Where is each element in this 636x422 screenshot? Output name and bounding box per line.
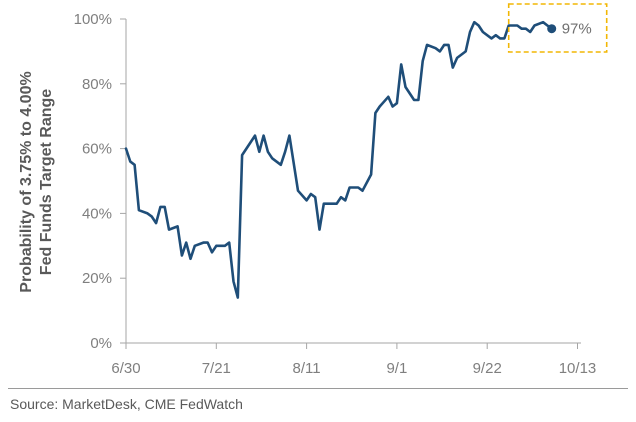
latest-value-dot bbox=[547, 24, 557, 34]
y-axis-title-line-1: Probability of 3.75% to 4.00% bbox=[18, 71, 35, 292]
y-tick-label: 100% bbox=[74, 11, 112, 28]
x-tick-label: 7/21 bbox=[202, 360, 231, 377]
x-tick-label: 8/11 bbox=[293, 360, 321, 377]
x-tick-label: 9/22 bbox=[473, 360, 502, 377]
y-tick-label: 60% bbox=[82, 141, 112, 158]
probability-series-line bbox=[124, 20, 553, 299]
y-tick-label: 40% bbox=[82, 205, 112, 222]
x-tick-label: 10/13 bbox=[559, 360, 597, 377]
x-tick-label: 9/1 bbox=[386, 360, 407, 377]
y-tick-label: 0% bbox=[90, 335, 112, 352]
source-divider bbox=[8, 388, 628, 389]
latest-value-label: 97% bbox=[562, 21, 592, 38]
x-axis: 6/30 7/21 8/11 9/1 9/22 10/13 bbox=[111, 342, 597, 377]
highlight-callout-box bbox=[507, 3, 608, 53]
x-tick-label: 6/30 bbox=[111, 360, 140, 377]
y-axis-title-line-2: Fed Funds Target Range bbox=[38, 89, 55, 275]
y-axis: 0% 20% 40% 60% 80% 100% bbox=[74, 11, 127, 352]
source-note: Source: MarketDesk, CME FedWatch bbox=[10, 396, 243, 412]
probability-line-chart: 0% 20% 40% 60% 80% 100% 6/30 7/21 8/11 9/1 9/22 10… bbox=[18, 3, 608, 377]
y-tick-label: 20% bbox=[82, 270, 112, 287]
y-axis-title: Probability of 3.75% to 4.00% Fed Funds … bbox=[18, 71, 55, 292]
y-tick-label: 80% bbox=[82, 76, 112, 93]
